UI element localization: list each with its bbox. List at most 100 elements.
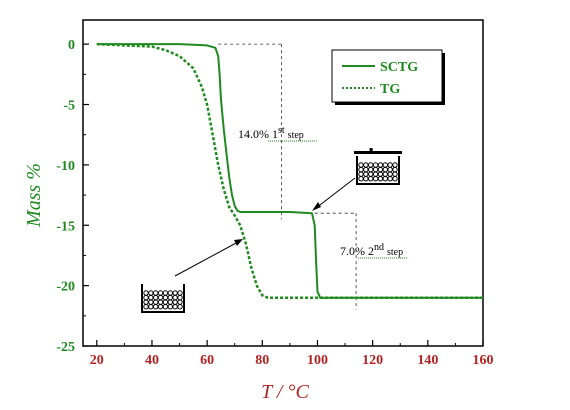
legend-label-sctg: SCTG [380, 60, 418, 75]
x-tick-label: 100 [307, 353, 328, 368]
x-tick-label: 140 [417, 353, 438, 368]
open-crucible-grain [162, 294, 169, 301]
x-tick-label: 40 [145, 353, 159, 368]
arrowhead-open-crucible [234, 239, 243, 246]
annotation-step2-sup: nd [374, 242, 384, 253]
annotation-step2-word: step [387, 247, 403, 258]
closed-crucible-grain [382, 166, 388, 173]
closed-crucible-grain [392, 162, 398, 168]
arrow-closed-crucible [315, 177, 356, 209]
open-crucible-grain [162, 304, 169, 310]
closed-crucible-grain [392, 176, 398, 182]
open-crucible-grain [153, 290, 159, 296]
closed-crucible-grain [377, 162, 384, 168]
closed-crucible-body [356, 156, 400, 185]
closed-crucible-grain [368, 162, 374, 168]
open-crucible-grain [177, 299, 183, 305]
open-crucible-grain [143, 290, 149, 296]
closed-crucible-grain [387, 166, 393, 173]
closed-crucible-grain [358, 171, 364, 177]
closed-crucible-grain [372, 166, 379, 173]
open-crucible-grain [172, 304, 178, 310]
series-layer [96, 42, 483, 299]
x-tick-label: 60 [200, 353, 214, 368]
open-crucible-grain [167, 294, 173, 301]
closed-crucible-grain [368, 166, 374, 173]
closed-crucible-grain [387, 162, 393, 168]
legend-shadow-bottom [335, 102, 445, 105]
step-guide-lines [218, 43, 357, 310]
y-tick-label: -20 [56, 280, 75, 295]
open-crucible-grain [153, 304, 159, 310]
closed-crucible-grain [387, 176, 393, 182]
annotation-step2: 7.0% 2nd step [340, 242, 403, 258]
y-tick-label: 0 [68, 38, 75, 53]
closed-crucible-grain [358, 162, 364, 168]
annotation-step1: 14.0% 1st step [238, 125, 304, 141]
legend: SCTG TG [331, 49, 445, 105]
x-axis-title: T / °C [261, 381, 309, 403]
closed-crucible-grain [377, 176, 384, 182]
open-crucible-grain [167, 299, 173, 305]
open-crucible-grain [172, 299, 178, 305]
closed-crucible-grain [382, 162, 388, 168]
closed-crucible-grain [372, 162, 379, 168]
open-crucible-grain [177, 294, 183, 301]
closed-crucible-grain [387, 171, 393, 177]
closed-crucible-grain [363, 166, 369, 173]
annotation-step1-pct: 14.0% [238, 127, 269, 141]
y-tick-label: -10 [56, 159, 75, 174]
open-crucible-grain [143, 299, 149, 305]
plot-frame [82, 19, 484, 347]
closed-crucible-grain [368, 171, 374, 177]
open-crucible-grain [172, 294, 178, 301]
closed-crucible-grain [363, 176, 369, 182]
closed-crucible-grain [392, 166, 398, 173]
annotation-step1-sup: st [278, 125, 285, 136]
open-crucible-grain [153, 299, 159, 305]
closed-crucible-grain [377, 171, 384, 177]
closed-crucible-grain [368, 176, 374, 182]
annotation-step2-pct: 7.0% [340, 244, 365, 258]
closed-crucible-grain [382, 176, 388, 182]
closed-crucible-lid-knob [369, 148, 373, 152]
open-crucible-grain [143, 294, 149, 301]
open-crucible-grain [148, 299, 154, 305]
open-crucible-grain [157, 294, 164, 301]
open-crucible-grain [143, 304, 149, 310]
open-crucible-grain [177, 304, 183, 310]
axes: 0 -5 -10 -15 -20 -25 20 40 60 80 100 120 140 160 [56, 19, 494, 368]
legend-label-tg: TG [380, 82, 400, 97]
arrow-open-crucible [174, 241, 239, 277]
annotation-step1-word: step [288, 130, 304, 141]
closed-crucible-grain [392, 171, 398, 177]
crucible-illustrations [141, 148, 402, 313]
y-tick-label: -15 [56, 219, 75, 234]
open-crucible-grain [162, 299, 169, 305]
legend-box [331, 49, 443, 103]
closed-crucible-grain [358, 176, 364, 182]
open-crucible-grain [172, 290, 178, 296]
x-tick-label: 20 [90, 353, 104, 368]
y-axis-title: Mass % [23, 163, 45, 228]
open-crucible-grain [148, 294, 154, 301]
closed-crucible-grain [363, 171, 369, 177]
closed-crucible-grain [382, 171, 388, 177]
x-axis-variable: T [261, 381, 274, 403]
closed-crucible-grain [358, 166, 364, 173]
annotations: 14.0% 1st step 7.0% 2nd step [174, 125, 408, 277]
closed-crucible-grain [372, 176, 379, 182]
closed-crucible-grain [363, 162, 369, 168]
series-line-tg [96, 42, 483, 299]
open-crucible-grain [148, 290, 154, 296]
closed-crucible-grain [372, 171, 379, 177]
closed-crucible-grain [377, 166, 384, 173]
y-tick-label: -25 [56, 340, 75, 355]
open-crucible-grain [148, 304, 154, 310]
open-crucible-grain [157, 290, 164, 296]
annotation-step2-num: 2 [368, 244, 374, 258]
closed-crucible [354, 148, 402, 185]
open-crucible-grain [167, 304, 173, 310]
open-crucible-grain [153, 294, 159, 301]
